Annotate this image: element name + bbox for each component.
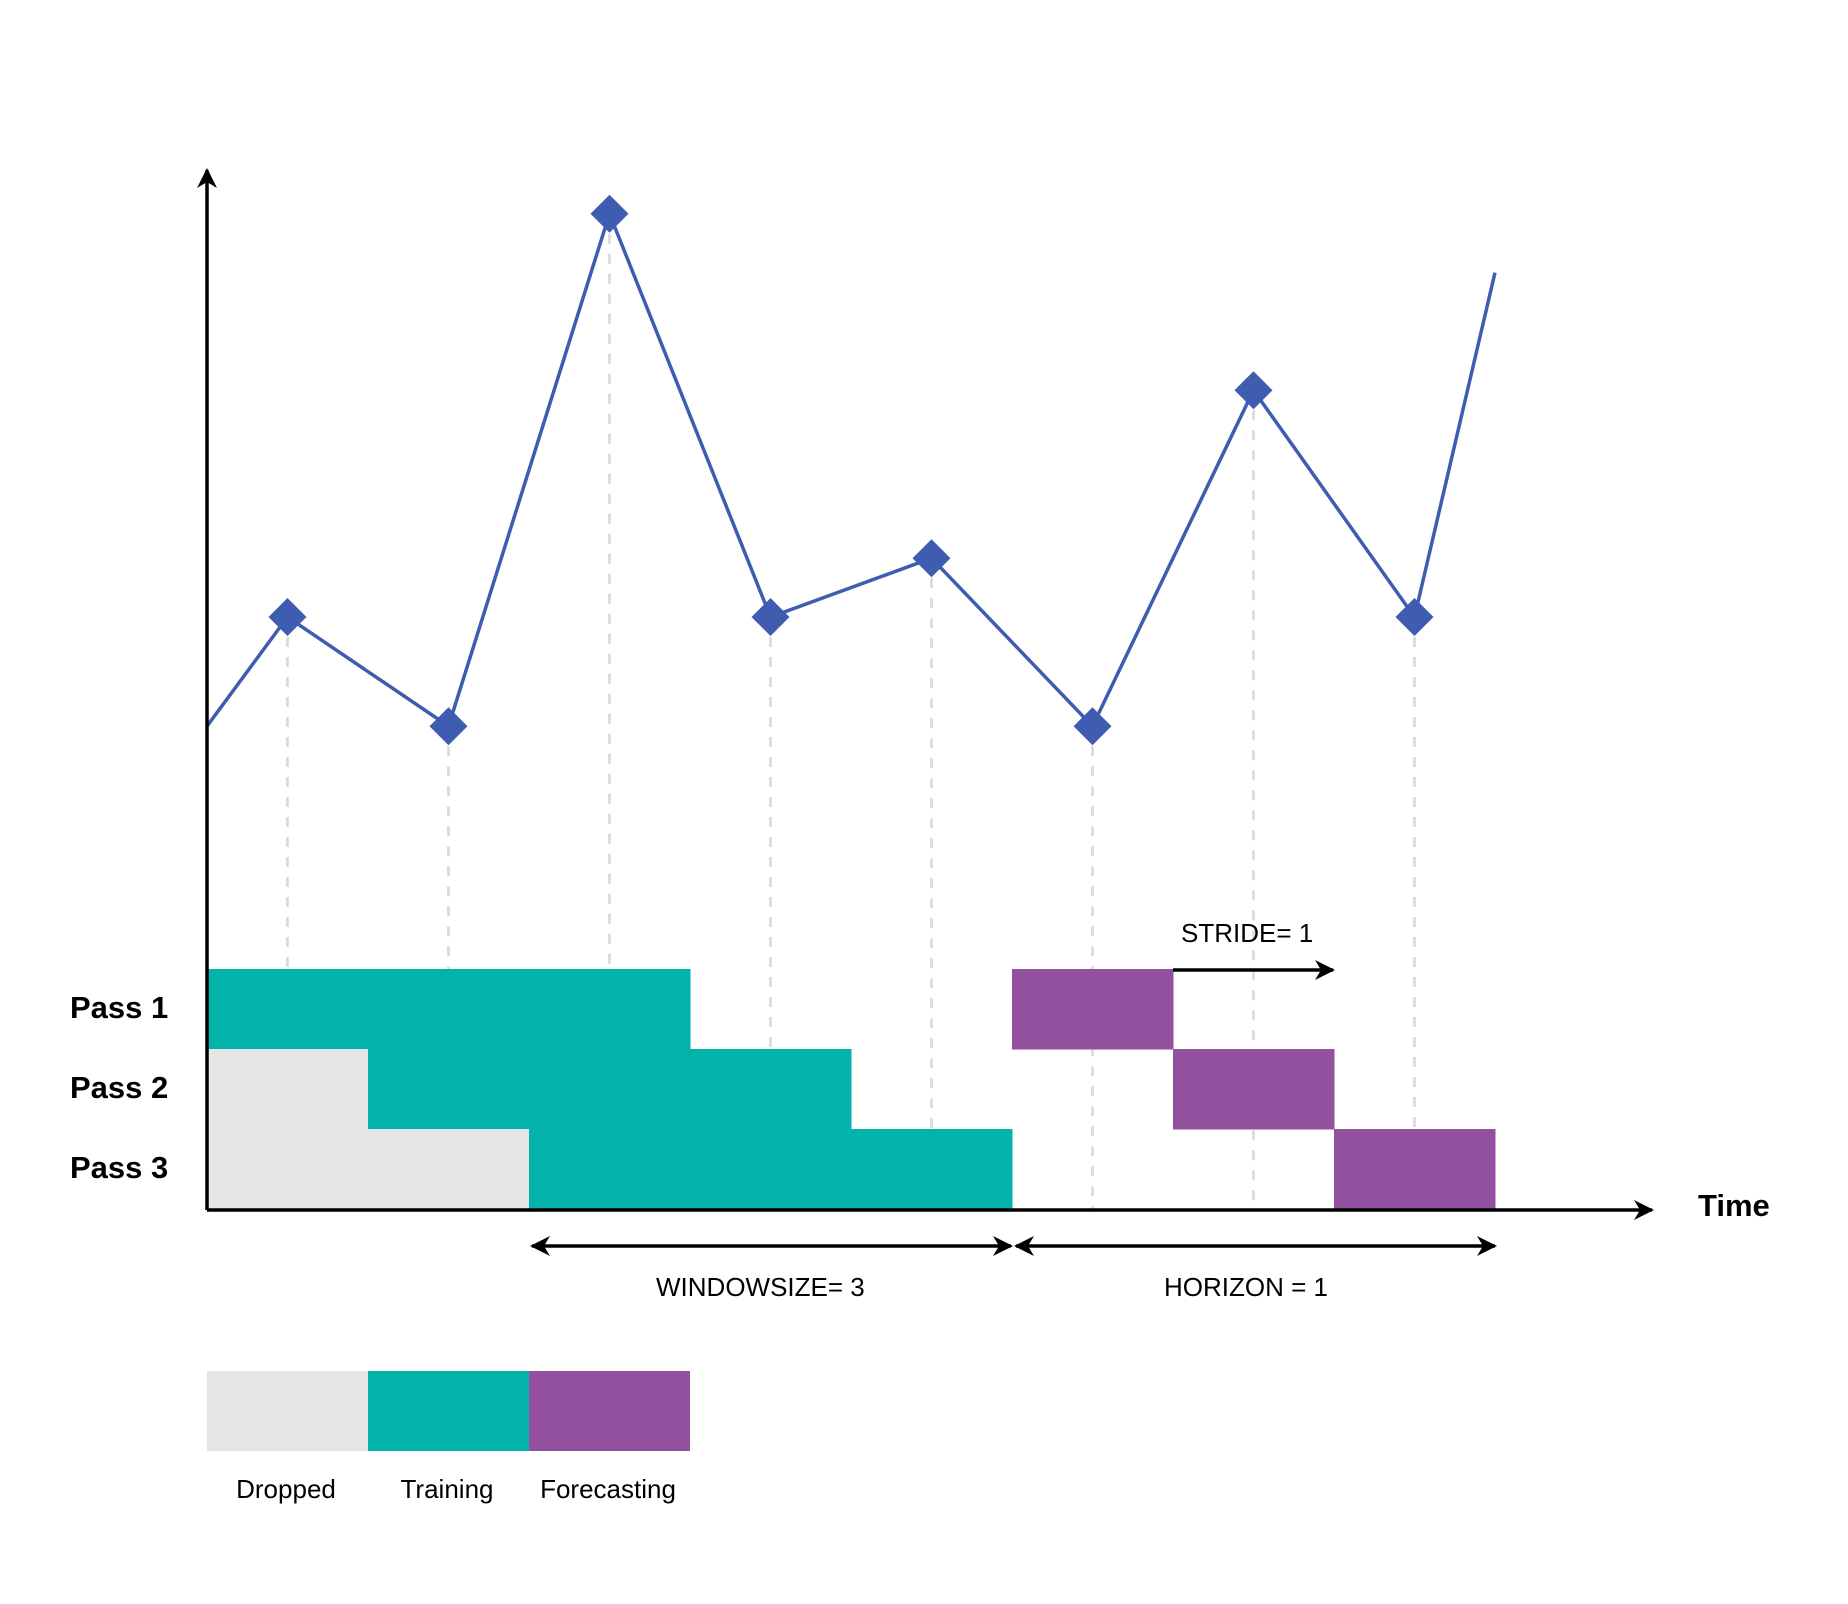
legend-swatch-forecasting	[529, 1371, 690, 1451]
legend: Dropped Training Forecasting	[207, 1371, 690, 1504]
series-point-5	[912, 539, 951, 578]
pass-1-cell-3-training	[529, 969, 691, 1050]
window-size-annotation: WINDOWSIZE= 3	[530, 1236, 1013, 1302]
series-points	[268, 194, 1434, 746]
pass-label-2: Pass 2	[70, 1070, 168, 1105]
legend-label-dropped: Dropped	[236, 1474, 336, 1504]
pass-3-cell-2-dropped	[368, 1129, 530, 1210]
series-point-8	[1395, 598, 1434, 636]
legend-label-training: Training	[401, 1474, 494, 1504]
pass-label-1: Pass 1	[70, 990, 168, 1025]
legend-label-forecasting: Forecasting	[540, 1474, 676, 1504]
pass-3-cell-3-training	[529, 1129, 691, 1210]
series-point-7	[1234, 371, 1273, 410]
pass-2-cell-2-training	[368, 1049, 530, 1130]
pass-2-cell-3-training	[529, 1049, 691, 1130]
series-point-3	[590, 194, 629, 233]
series-point-6	[1073, 707, 1112, 746]
horizon-annotation: HORIZON = 1	[1014, 1236, 1497, 1302]
legend-swatch-dropped	[207, 1371, 368, 1451]
series-point-2	[429, 707, 468, 746]
pass-3-cell-4-training	[690, 1129, 852, 1210]
pass-cells	[207, 969, 1496, 1210]
time-series	[205, 194, 1497, 746]
series-point-4	[751, 598, 790, 636]
series-point-1	[268, 598, 307, 636]
axes: Time	[197, 168, 1770, 1223]
pass-3-cell-1-dropped	[207, 1129, 369, 1210]
pass-1-cell-6-forecasting	[1012, 969, 1174, 1050]
x-axis-label: Time	[1698, 1188, 1770, 1223]
pass-1-cell-1-training	[207, 969, 369, 1050]
pass-2-cell-4-training	[690, 1049, 852, 1130]
pass-labels: Pass 1 Pass 2 Pass 3	[70, 990, 168, 1185]
pass-3-cell-8-forecasting	[1334, 1129, 1496, 1210]
pass-2-cell-7-forecasting	[1173, 1049, 1335, 1130]
pass-1-cell-2-training	[368, 969, 530, 1050]
pass-2-cell-1-dropped	[207, 1049, 369, 1130]
window-size-label: WINDOWSIZE= 3	[656, 1272, 865, 1302]
stride-annotation: STRIDE= 1	[1173, 918, 1335, 980]
legend-swatch-training	[368, 1371, 529, 1451]
series-line	[205, 208, 1497, 730]
pass-3-cell-5-training	[851, 1129, 1013, 1210]
horizon-label: HORIZON = 1	[1164, 1272, 1328, 1302]
stride-label: STRIDE= 1	[1181, 918, 1313, 948]
pass-label-3: Pass 3	[70, 1150, 168, 1185]
